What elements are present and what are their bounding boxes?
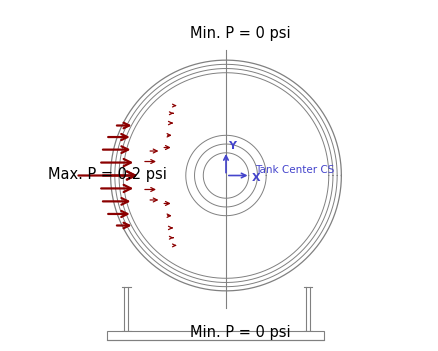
Text: Tank Center CS: Tank Center CS bbox=[254, 165, 334, 175]
Text: Min. P = 0 psi: Min. P = 0 psi bbox=[190, 26, 290, 41]
Bar bbox=[107, 331, 324, 340]
Text: Min. P = 0 psi: Min. P = 0 psi bbox=[190, 325, 290, 340]
Text: Max. P = 0.2 psi: Max. P = 0.2 psi bbox=[48, 167, 166, 182]
Text: X: X bbox=[252, 173, 261, 183]
Text: Y: Y bbox=[228, 141, 236, 151]
